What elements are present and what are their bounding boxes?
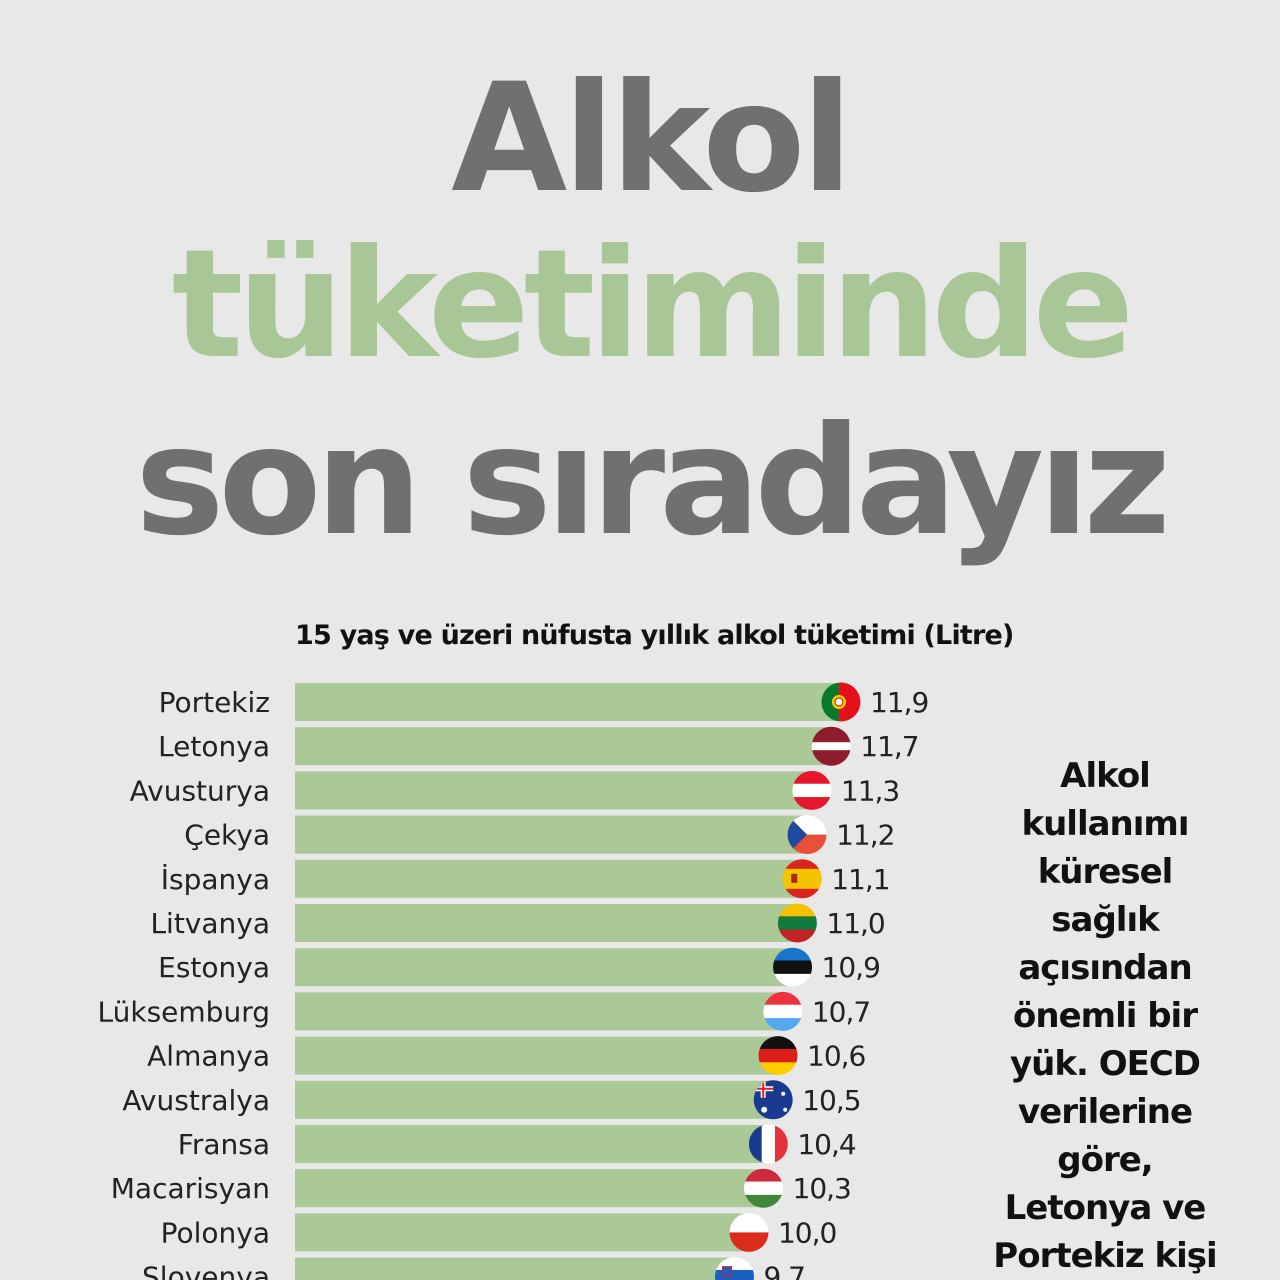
bar-8 [295,1036,779,1075]
value-label: 10,4 [797,1128,856,1161]
title-line-1: Alkol [451,52,853,226]
value-label: 10,3 [793,1172,851,1205]
poland-flag-icon [729,1212,769,1252]
category-label: Avusturya [130,774,270,807]
bar-9 [295,1080,774,1119]
estonia-flag-icon [773,947,813,987]
bar-5 [295,904,798,942]
title-line-3: son sıradayız [135,395,1171,569]
germany-flag-icon [758,1036,798,1076]
luxembourg-flag-icon [763,991,803,1031]
value-label: 11,9 [870,686,928,719]
category-label: Portekiz [159,686,270,719]
bar-3 [295,815,808,854]
bar-0 [295,683,841,721]
chart-title: 15 yaş ve üzeri nüfusta yıllık alkol tük… [295,620,1014,651]
bar-7 [295,992,783,1031]
category-label: Estonya [158,951,270,984]
category-label: Macarisyan [111,1172,270,1205]
bar-13 [295,1257,735,1280]
slovenia-flag-icon [714,1257,754,1280]
category-label: Litvanya [150,907,270,940]
category-label: Çekya [184,819,270,852]
value-label: 11,7 [860,730,918,763]
hungary-flag-icon [744,1168,784,1208]
lithuania-flag-icon [777,903,817,943]
category-label: Avustralya [122,1084,270,1117]
value-label: 11,3 [841,774,899,807]
value-label: 9,7 [763,1261,805,1280]
bar-10 [295,1125,769,1163]
category-label: Almanya [147,1040,270,1073]
value-label: 10,9 [822,951,880,984]
side-text: Alkol kullanımı küresel sağlık açısından… [993,756,1217,1276]
bar-6 [295,948,793,987]
category-label: Lüksemburg [98,995,270,1028]
category-label: Polonya [161,1216,270,1249]
spain-flag-icon [782,859,822,899]
value-label: 10,5 [802,1084,860,1117]
value-label: 11,2 [836,819,894,852]
category-label: Letonya [158,730,270,763]
category-label: Slovenya [142,1261,270,1280]
france-flag-icon [748,1124,788,1164]
czechia-flag-icon [787,815,827,855]
title-line-2: tüketiminde [171,218,1135,392]
value-label: 10,7 [812,995,870,1028]
bar-12 [295,1213,749,1252]
portugal-flag-icon [821,682,861,722]
value-label: 10,6 [807,1040,866,1073]
bar-4 [295,859,803,898]
bar-11 [295,1169,764,1208]
australia-flag-icon [753,1080,793,1120]
value-label: 10,0 [778,1216,836,1249]
category-label: Fransa [178,1128,270,1161]
bar-1 [295,727,832,766]
austria-flag-icon [792,770,832,810]
bar-2 [295,771,812,810]
value-label: 11,0 [826,907,884,940]
latvia-flag-icon [811,726,851,766]
category-label: İspanya [161,863,270,896]
value-label: 11,1 [831,863,889,896]
